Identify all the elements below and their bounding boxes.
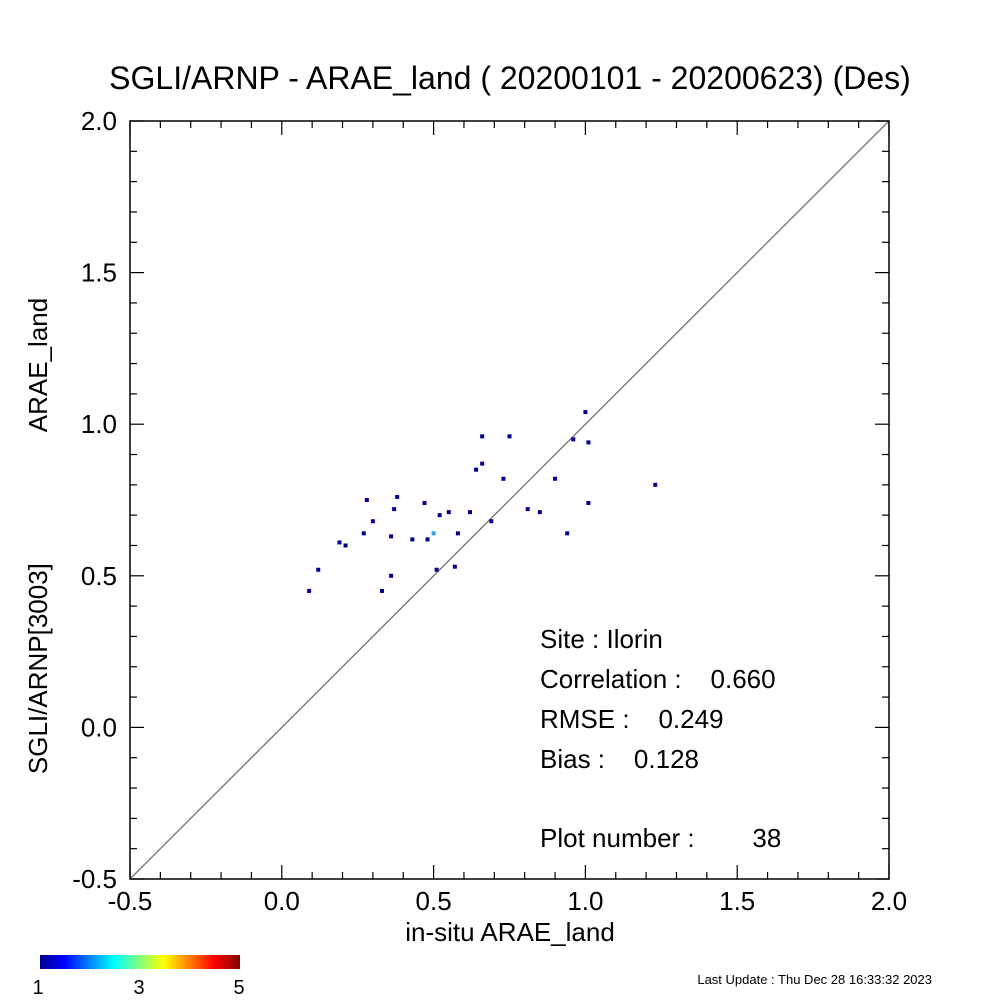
last-update: Last Update : Thu Dec 28 16:33:32 2023 (697, 972, 932, 987)
data-point (307, 588, 312, 593)
plot-frame (129, 120, 890, 880)
data-point (364, 498, 369, 502)
data-point (480, 434, 485, 439)
x-tick-label: 1.5 (719, 886, 755, 916)
y-tick-label: -0.5 (72, 864, 117, 894)
data-point (379, 588, 384, 593)
x-tick-label: 0.5 (416, 886, 452, 916)
stats-correlation: Correlation : 0.660 (540, 664, 776, 694)
data-point (337, 540, 342, 545)
stats-box: Site : Ilorin Correlation : 0.660 RMSE :… (540, 624, 781, 853)
data-point (653, 482, 658, 487)
colorbar-label-mid: 3 (133, 977, 144, 999)
data-point (489, 519, 494, 524)
x-axis-label: in-situ ARAE_land (405, 917, 615, 947)
data-point (446, 510, 451, 515)
data-point (586, 440, 591, 445)
stats-bias: Bias : 0.128 (540, 744, 699, 774)
stats-site: Site : Ilorin (540, 624, 663, 654)
data-point (507, 434, 512, 439)
y-tick-label: 0.5 (81, 561, 117, 591)
y-axis-label-line1: SGLI/ARNP[3003] (23, 563, 53, 774)
colorbar-label-min: 1 (32, 977, 43, 999)
y-tick-label: 2.0 (81, 106, 117, 136)
data-point (565, 531, 570, 536)
data-point (537, 510, 542, 515)
data-point (370, 519, 375, 524)
y-axis-label-line2: ARAE_land (23, 298, 53, 432)
data-point (583, 410, 588, 415)
data-point (455, 531, 460, 536)
stats-plot-number: Plot number : 38 (540, 823, 781, 853)
data-point (553, 476, 558, 481)
axis-tick-labels: -0.5 0.0 0.5 1.0 1.5 2.0 -0.5 0.0 0.5 1.0 1.5 2.0 (72, 106, 907, 916)
data-point (431, 531, 436, 536)
y-axis-label: SGLI/ARNP[3003] ARAE_land (23, 298, 53, 774)
one-to-one-line (129, 120, 890, 880)
y-tick-label: 0.0 (81, 712, 117, 742)
data-point (468, 510, 473, 515)
data-point (422, 501, 427, 506)
data-point (316, 567, 321, 572)
data-point (452, 564, 457, 569)
data-point (392, 507, 397, 512)
y-tick-label: 1.5 (81, 258, 117, 288)
data-point (437, 513, 442, 518)
data-point (501, 476, 506, 481)
x-tick-label: 1.0 (567, 886, 603, 916)
colorbar-label-max: 5 (233, 977, 244, 999)
x-tick-label: 2.0 (871, 886, 907, 916)
data-point (586, 501, 591, 506)
x-tick-label: 0.0 (264, 886, 300, 916)
data-point (395, 494, 400, 499)
data-point (389, 534, 394, 539)
data-point (389, 573, 394, 578)
data-point (525, 507, 530, 512)
data-point (425, 537, 430, 542)
stats-rmse: RMSE : 0.249 (540, 704, 724, 734)
chart-title: SGLI/ARNP - ARAE_land ( 20200101 - 20200… (109, 60, 911, 96)
data-point (480, 461, 485, 466)
colorbar (40, 955, 240, 969)
data-point (410, 537, 415, 542)
data-point (474, 467, 479, 472)
data-point (361, 531, 366, 536)
y-tick-label: 1.0 (81, 409, 117, 439)
x-tick-label: -0.5 (108, 886, 153, 916)
data-point (343, 543, 348, 548)
data-point (434, 567, 439, 572)
data-point (571, 437, 576, 442)
data-points (307, 410, 658, 593)
